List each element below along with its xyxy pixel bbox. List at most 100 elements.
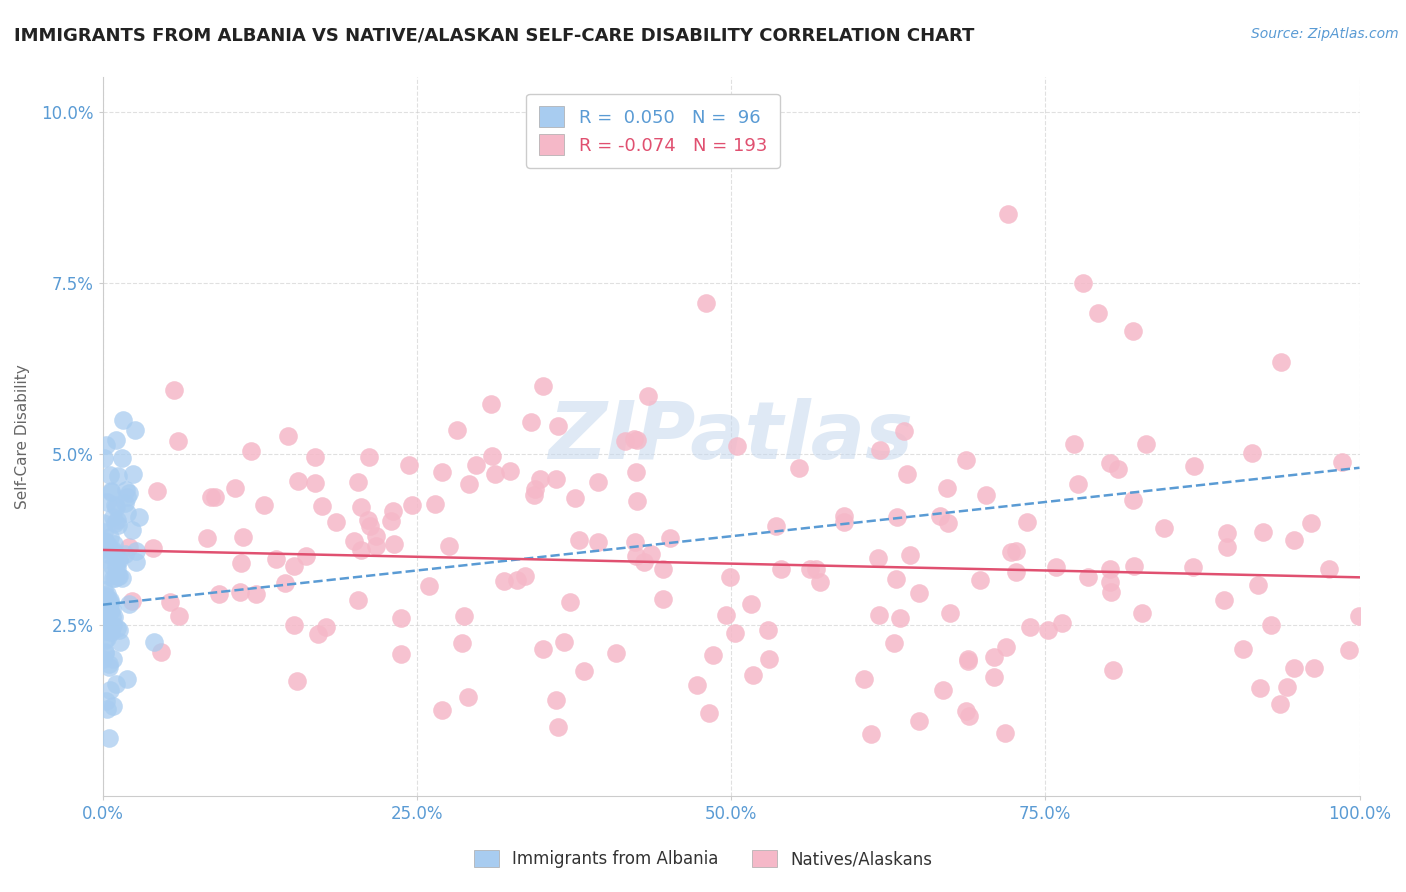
Point: [1045, 560, 1067, 574]
Point: [869, 442, 891, 457]
Point: [1317, 561, 1340, 575]
Point: [283, 617, 305, 632]
Point: [121, 594, 143, 608]
Point: [118, 486, 141, 500]
Point: [274, 575, 297, 590]
Point: [108, 550, 131, 565]
Point: [1050, 615, 1073, 630]
Point: [350, 500, 373, 514]
Point: [98, 593, 121, 607]
Point: [104, 433, 127, 447]
Point: [125, 544, 148, 558]
Point: [93, 451, 115, 466]
Point: [167, 434, 190, 449]
Point: [652, 562, 675, 576]
Point: [1275, 680, 1298, 694]
Point: [994, 640, 1017, 654]
Point: [804, 562, 827, 576]
Point: [304, 450, 326, 465]
Point: [883, 636, 905, 650]
Point: [1017, 515, 1039, 529]
Point: [100, 558, 122, 573]
Point: [868, 608, 890, 623]
Point: [547, 419, 569, 434]
Point: [716, 607, 738, 622]
Point: [1099, 456, 1122, 470]
Point: [115, 507, 138, 521]
Point: [96, 438, 118, 452]
Point: [686, 678, 709, 692]
Point: [983, 670, 1005, 684]
Point: [787, 461, 810, 475]
Point: [658, 531, 681, 545]
Point: [624, 465, 647, 479]
Point: [118, 597, 141, 611]
Point: [994, 726, 1017, 740]
Point: [96, 495, 118, 509]
Point: [724, 626, 747, 640]
Point: [283, 559, 305, 574]
Point: [1098, 561, 1121, 575]
Point: [103, 542, 125, 557]
Point: [1123, 558, 1146, 573]
Point: [1249, 681, 1271, 695]
Point: [104, 559, 127, 574]
Point: [1302, 661, 1324, 675]
Point: [859, 727, 882, 741]
Point: [886, 509, 908, 524]
Point: [98, 598, 121, 612]
Point: [492, 574, 515, 589]
Point: [481, 450, 503, 464]
Point: [479, 397, 502, 411]
Point: [450, 636, 472, 650]
Point: [245, 587, 267, 601]
Point: [128, 509, 150, 524]
Point: [94, 609, 117, 624]
Point: [100, 485, 122, 500]
Point: [1005, 565, 1028, 579]
Point: [104, 499, 127, 513]
Point: [93, 596, 115, 610]
Point: [104, 516, 127, 530]
Point: [702, 648, 724, 662]
Point: [382, 504, 405, 518]
Point: [145, 483, 167, 498]
Point: [430, 702, 453, 716]
Point: [1071, 276, 1094, 290]
Point: [1260, 618, 1282, 632]
Point: [96, 541, 118, 556]
Point: [200, 490, 222, 504]
Point: [1339, 642, 1361, 657]
Point: [613, 434, 636, 448]
Point: [799, 562, 821, 576]
Point: [623, 432, 645, 446]
Point: [108, 635, 131, 649]
Point: [907, 585, 929, 599]
Point: [1067, 476, 1090, 491]
Point: [832, 508, 855, 523]
Point: [115, 490, 138, 504]
Point: [208, 587, 231, 601]
Point: [96, 547, 118, 561]
Point: [1000, 545, 1022, 559]
Point: [150, 645, 173, 659]
Point: [98, 660, 121, 674]
Point: [969, 573, 991, 587]
Point: [229, 585, 252, 599]
Point: [398, 458, 420, 472]
Point: [307, 627, 329, 641]
Point: [364, 539, 387, 553]
Text: Source: ZipAtlas.com: Source: ZipAtlas.com: [1251, 27, 1399, 41]
Point: [626, 434, 648, 448]
Point: [756, 623, 779, 637]
Point: [1087, 305, 1109, 319]
Point: [955, 452, 977, 467]
Point: [98, 530, 121, 544]
Point: [97, 538, 120, 552]
Point: [232, 530, 254, 544]
Point: [311, 500, 333, 514]
Point: [107, 517, 129, 532]
Point: [343, 533, 366, 548]
Point: [1122, 324, 1144, 338]
Point: [125, 555, 148, 569]
